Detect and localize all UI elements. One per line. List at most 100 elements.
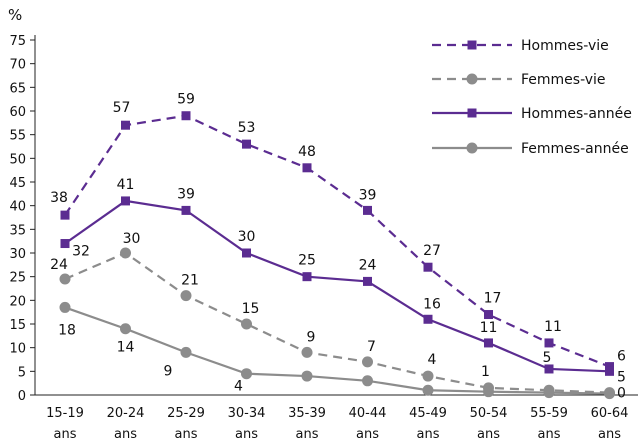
x-tick-label-unit: ans [538,427,561,442]
y-unit-label: % [8,6,22,24]
data-point [59,273,71,285]
data-label: 39 [177,186,195,202]
y-tick-label: 50 [9,152,26,167]
x-tick-label-unit: ans [175,427,198,442]
data-label: 39 [359,187,377,203]
y-tick-label: 70 [9,58,26,73]
data-point [241,318,252,330]
x-tick-label-unit: ans [598,427,621,442]
data-point [59,301,71,313]
data-point [181,111,191,121]
data-point [422,384,434,396]
y-tick-label: 10 [9,342,26,357]
data-label: 41 [117,177,135,193]
y-tick-label: 0 [18,389,26,404]
x-tick-label: 45-49 [409,406,447,421]
data-label: 27 [423,243,441,259]
data-point [60,210,70,220]
data-label: 48 [298,144,316,160]
data-point [362,375,373,387]
data-point [120,323,131,335]
legend-marker [467,108,477,118]
data-point [242,248,251,258]
legend-label: Femmes-année [521,141,629,157]
data-point [121,120,130,130]
x-tick-label: 20-24 [107,406,145,421]
data-point [423,314,433,324]
x-tick-label-unit: ans [114,427,137,442]
x-tick-label: 40-44 [349,406,387,421]
y-tick-label: 30 [9,247,26,262]
y-tick-label: 45 [9,176,26,191]
data-point [241,368,252,380]
data-label: 32 [72,244,90,260]
data-label: 14 [117,340,135,356]
data-label: 25 [298,253,316,269]
data-label: 6 [617,349,626,365]
data-point [544,364,554,374]
data-label: 1 [481,364,490,380]
x-tick-label: 35-39 [288,406,326,421]
legend-marker [466,142,478,154]
legend-marker [466,73,478,85]
legend-label: Femmes-vie [521,72,606,88]
x-tick-label-unit: ans [417,427,440,442]
y-tick-label: 60 [9,105,26,120]
data-point [363,276,372,286]
data-label: 30 [238,229,256,245]
y-tick-label: 35 [9,223,26,238]
data-point [180,346,192,358]
y-tick-label: 25 [9,271,26,286]
data-point [362,356,373,368]
x-tick-label: 15-19 [46,406,84,421]
data-label: 7 [367,339,376,355]
data-point [181,205,191,215]
data-label: 18 [58,322,76,338]
y-tick-label: 75 [9,34,26,49]
data-label: 9 [164,363,173,379]
data-label: 4 [234,379,243,395]
data-point [302,272,312,282]
data-label: 38 [50,190,68,206]
x-tick-label-unit: ans [477,427,500,442]
data-point [605,366,614,376]
data-label: 21 [181,273,199,289]
data-point [301,346,313,358]
data-point [544,338,554,348]
y-tick-label: 40 [9,200,26,215]
data-label: 4 [428,352,437,368]
legend-marker [467,40,477,50]
x-tick-label-unit: ans [235,427,258,442]
data-label: 57 [113,100,131,116]
data-point [483,386,494,398]
data-label: 53 [238,120,256,136]
series-line [64,251,610,394]
data-point [180,290,192,302]
y-tick-label: 65 [9,81,26,96]
data-point [484,310,493,320]
data-point [120,247,131,259]
data-point [302,163,312,173]
x-tick-label: 25-29 [167,406,205,421]
data-label: 24 [50,257,68,273]
data-point [422,370,434,382]
data-point [484,338,493,348]
series-line [64,114,610,368]
data-label: 24 [359,257,377,273]
data-label: 11 [480,320,498,336]
x-tick-label: 60-64 [591,406,629,421]
data-point [605,362,614,372]
data-label: 9 [307,329,316,345]
data-point [60,239,70,249]
x-tick-label: 55-59 [530,406,568,421]
x-tick-label-unit: ans [54,427,77,442]
series-line [64,306,610,395]
data-point [543,387,555,399]
data-label: 30 [123,231,141,247]
data-point [242,139,251,149]
data-label: 0 [617,386,626,402]
data-label: 11 [544,319,562,335]
y-tick-label: 15 [9,318,26,333]
x-tick-label: 50-54 [470,406,508,421]
